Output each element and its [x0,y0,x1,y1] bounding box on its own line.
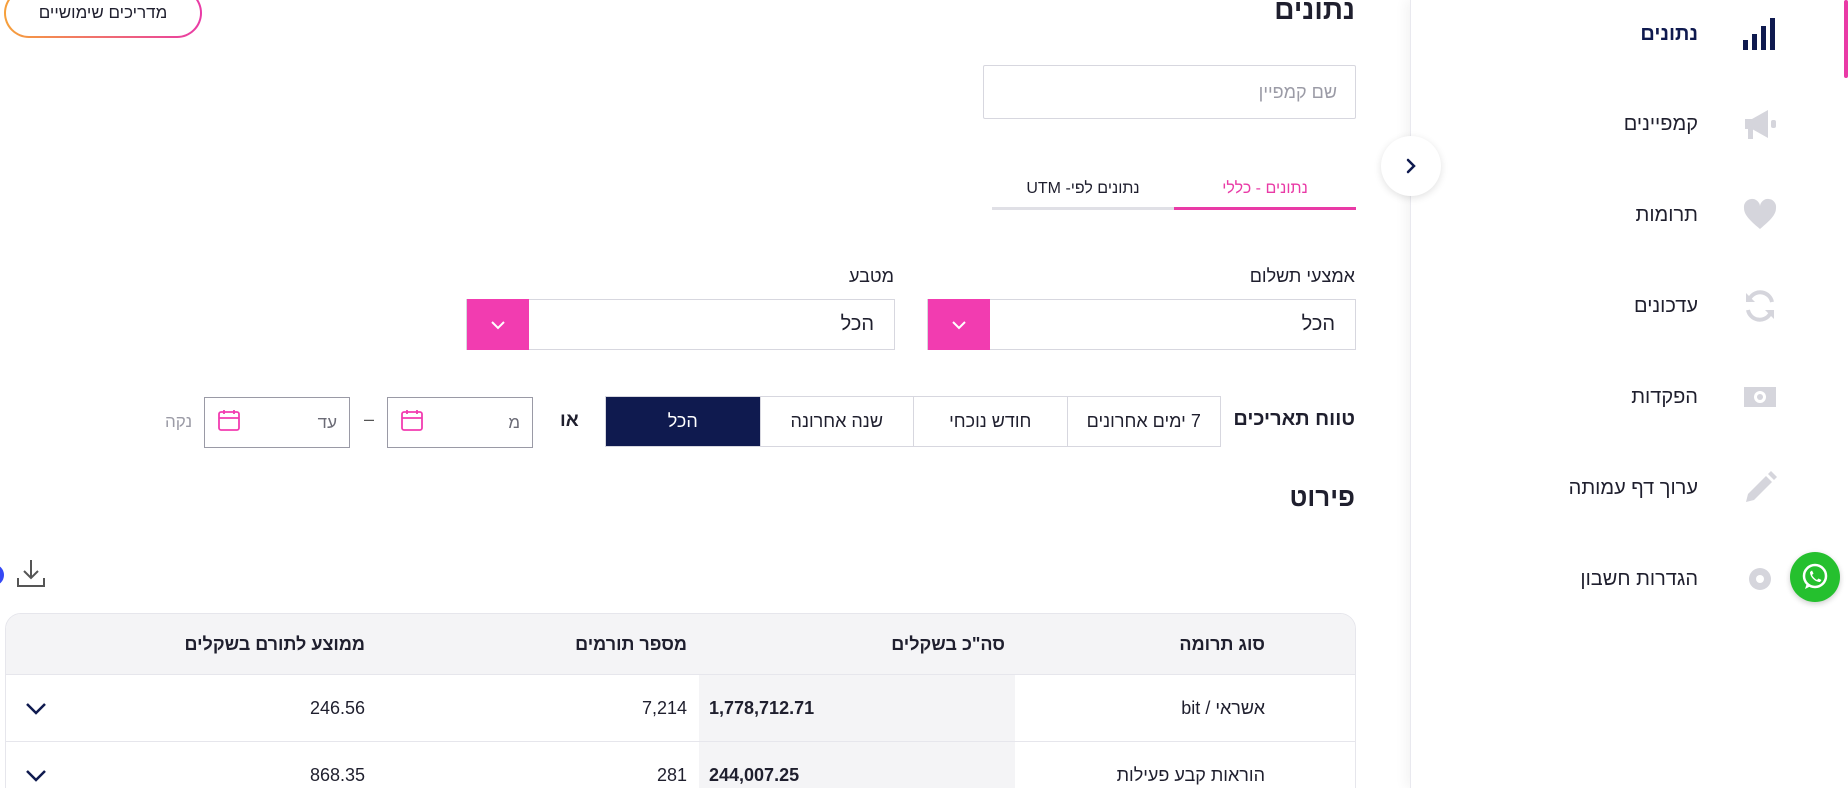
sidebar-item-edit-page[interactable]: ערוך דף עמותה [1480,460,1780,516]
range-last-year-button[interactable]: שנה אחרונה [759,397,914,446]
payment-method-label: אמצעי תשלום [1249,266,1355,286]
payment-method-select[interactable]: הכל [927,299,1356,350]
breakdown-table: סוג תרומה סה"כ בשקלים מספר תורמים ממוצע … [5,613,1356,788]
heart-icon [1740,195,1780,235]
sidebar-item-deposits[interactable]: הפקדות [1480,369,1780,425]
sidebar-item-label: תרומות [1635,203,1698,226]
sidebar-item-label: עדכונים [1634,294,1698,317]
cell-donors: 281 [656,764,687,785]
side-indicator [0,564,4,586]
date-from-placeholder: מ [508,412,520,432]
data-tabs: נתונים - כללי נתונים לפי- UTM [992,172,1356,210]
date-range-label: טווח תאריכים [1233,408,1355,430]
date-to-input[interactable]: עד [204,397,350,448]
sidebar-item-data[interactable]: נתונים [1480,6,1780,62]
sidebar-item-label: קמפיינים [1623,112,1698,135]
whatsapp-icon [1802,563,1828,589]
cell-donors: 7,214 [641,697,687,718]
cell-avg: 868.35 [309,764,365,785]
calendar-icon [217,408,241,437]
sidebar-item-label: נתונים [1640,22,1698,45]
sidebar-scrollbar[interactable] [1844,0,1848,78]
clear-dates-link[interactable]: נקה [165,412,193,431]
sidebar-item-label: הגדרות חשבון [1580,567,1698,590]
date-range-options: 7 ימים אחרונים חודש נוכחי שנה אחרונה הכל [605,396,1221,447]
page-title: נתונים [1274,0,1355,25]
chevron-right-icon [1406,158,1416,174]
payment-method-value: הכל [1301,313,1335,335]
tab-utm-data[interactable]: נתונים לפי- UTM [992,172,1174,210]
cell-type: אשראי / bit [1181,697,1265,718]
tab-general-data[interactable]: נתונים - כללי [1174,172,1356,210]
range-last-7-days-button[interactable]: 7 ימים אחרונים [1066,397,1221,446]
guides-button[interactable]: מדריכים שימושיים [4,0,202,38]
cash-icon [1740,377,1780,417]
sidebar-item-campaigns[interactable]: קמפיינים [1480,96,1780,152]
col-total-header: סה"כ בשקלים [891,633,1005,654]
currency-select[interactable]: הכל [466,299,895,350]
table-header: סוג תרומה סה"כ בשקלים מספר תורמים ממוצע … [6,614,1355,674]
gear-icon [1740,559,1780,599]
table-row[interactable]: הוראות קבע פעילות 244,007.25 281 868.35 [6,741,1355,788]
table-row[interactable]: אשראי / bit 1,778,712.71 7,214 246.56 [6,674,1355,741]
calendar-icon [400,408,424,437]
cell-type: הוראות קבע פעילות [1116,764,1265,785]
campaign-name-input[interactable] [983,65,1356,119]
sidebar-item-updates[interactable]: עדכונים [1480,278,1780,334]
col-avg-header: ממוצע לתורם בשקלים [184,633,366,654]
range-current-month-button[interactable]: חודש נוכחי [913,397,1067,446]
or-label: או [560,410,579,431]
range-all-button[interactable]: הכל [606,397,760,446]
sidebar: נתונים קמפיינים תרומות עדכונים הפקדות ער… [1410,0,1848,788]
sidebar-item-donations[interactable]: תרומות [1480,187,1780,243]
currency-value: הכל [840,313,874,335]
date-to-placeholder: עד [317,412,337,432]
chevron-down-icon [928,299,990,350]
range-dash: – [364,409,375,429]
download-icon[interactable] [14,556,48,590]
sidebar-item-label: ערוך דף עמותה [1568,476,1698,499]
megaphone-icon [1740,104,1780,144]
sidebar-item-account-settings[interactable]: הגדרות חשבון [1480,551,1780,607]
whatsapp-button[interactable] [1790,552,1840,602]
chevron-down-icon[interactable] [6,675,65,741]
refresh-icon [1740,286,1780,326]
sidebar-item-label: הפקדות [1631,385,1698,408]
currency-label: מטבע [849,266,894,286]
sidebar-toggle-button[interactable] [1381,136,1441,196]
date-from-input[interactable]: מ [387,397,533,448]
chevron-down-icon [467,299,529,350]
col-donors-header: מספר תורמים [575,633,687,654]
bar-chart-icon [1740,14,1780,54]
breakdown-title: פירוט [1289,482,1355,512]
chevron-down-icon[interactable] [6,742,65,788]
col-type-header: סוג תרומה [1179,633,1265,654]
cell-total: 244,007.25 [699,742,1015,788]
cell-total: 1,778,712.71 [699,675,1015,741]
cell-avg: 246.56 [309,697,365,718]
pencil-icon [1740,468,1780,508]
